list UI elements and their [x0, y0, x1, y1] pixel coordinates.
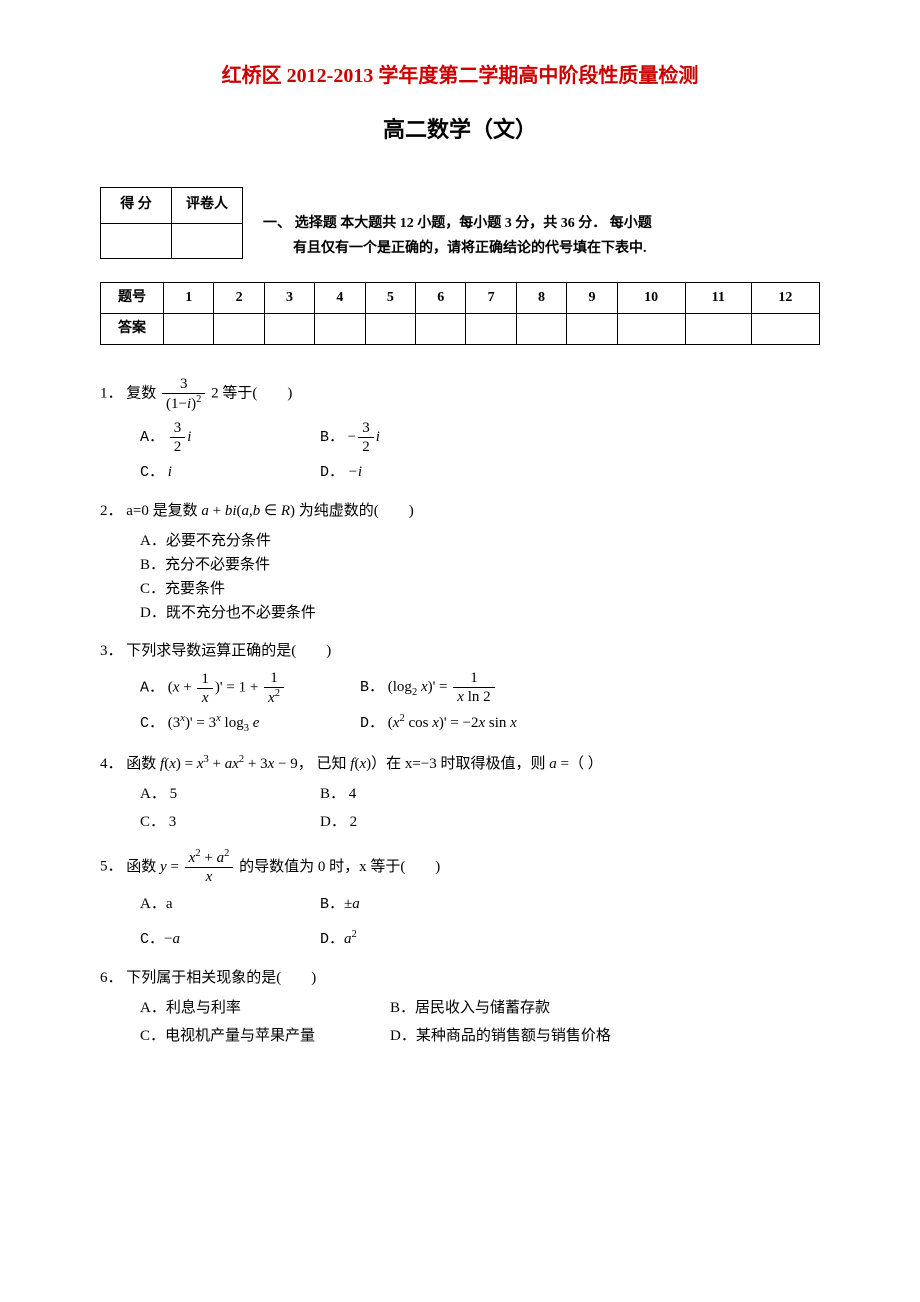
score-blank-2	[172, 223, 243, 258]
answer-col-1: 1	[164, 282, 214, 313]
q1-option-b: B． −32i	[320, 419, 500, 456]
q5-stem: 函数 y = x2 + a2 x 的导数值为 0 时，x 等于( )	[126, 859, 440, 875]
q6-option-a: A．利息与利率	[140, 996, 390, 1020]
question-5: 5． 函数 y = x2 + a2 x 的导数值为 0 时，x 等于( ) A．…	[100, 848, 820, 952]
q1-frac-num: 3	[162, 375, 205, 394]
q6-option-b: B．居民收入与储蓄存款	[390, 996, 570, 1020]
q4-option-c: C． 3	[140, 810, 320, 834]
answer-blank	[365, 313, 415, 344]
section-text-2: 有且仅有一个是正确的，请将正确结论的代号填在下表中.	[293, 241, 647, 256]
answer-blank	[214, 313, 264, 344]
question-6: 6． 下列属于相关现象的是( ) A．利息与利率 B．居民收入与储蓄存款 C．电…	[100, 966, 820, 1048]
answer-blank	[751, 313, 819, 344]
score-header-score: 得 分	[101, 188, 172, 223]
answer-col-10: 10	[617, 282, 685, 313]
q4-option-a: A． 5	[140, 782, 320, 806]
q2-num: 2．	[100, 503, 123, 519]
q2-option-b: B．充分不必要条件	[140, 553, 820, 577]
q3-option-c: C． (3x)' = 3x log3 e	[140, 711, 360, 738]
q1-frac-den: (1−i)2	[162, 394, 205, 413]
answer-blank	[567, 313, 617, 344]
q2-option-c: C．充要条件	[140, 577, 820, 601]
q3-option-d: D． (x2 cos x)' = −2x sin x	[360, 711, 540, 738]
q6-option-c: C．电视机产量与苹果产量	[140, 1024, 390, 1048]
question-4: 4． 函数 f(x) = x3 + ax2 + 3x − 9， 已知 f(x)）…	[100, 752, 820, 834]
q1-fraction: 3 (1−i)2	[162, 375, 205, 413]
answer-row-label-2: 答案	[101, 313, 164, 344]
answer-col-12: 12	[751, 282, 819, 313]
question-2: 2． a=0 是复数 a + bi(a,b ∈ R) 为纯虚数的( ) A．必要…	[100, 499, 820, 625]
q1-stem-prefix: 复数	[126, 386, 156, 402]
q2-stem: a=0 是复数 a + bi(a,b ∈ R) 为纯虚数的( )	[126, 503, 414, 519]
answer-blank	[264, 313, 314, 344]
q5-option-d: D．a2	[320, 927, 500, 952]
answer-col-3: 3	[264, 282, 314, 313]
q4-option-b: B． 4	[320, 782, 500, 806]
score-section-row: 得 分 评卷人 一、 选择题 本大题共 12 小题，每小题 3 分，共 36 分…	[100, 187, 820, 261]
answer-col-2: 2	[214, 282, 264, 313]
q1-option-d: D． −i	[320, 460, 500, 485]
score-table: 得 分 评卷人	[100, 187, 243, 259]
q2-option-d: D．既不充分也不必要条件	[140, 601, 820, 625]
answer-col-5: 5	[365, 282, 415, 313]
q1-num: 1．	[100, 386, 123, 402]
title-sub: 高二数学（文）	[100, 112, 820, 147]
answer-blank	[685, 313, 751, 344]
q5-option-c: C．−a	[140, 927, 320, 952]
q4-stem: 函数 f(x) = x3 + ax2 + 3x − 9， 已知 f(x)）在 x…	[126, 756, 602, 772]
q6-num: 6．	[100, 970, 123, 986]
answer-col-9: 9	[567, 282, 617, 313]
q3-option-b: B． (log2 x)' = 1x ln 2	[360, 669, 540, 707]
answer-blank	[617, 313, 685, 344]
answer-col-4: 4	[315, 282, 365, 313]
q3-num: 3．	[100, 643, 123, 659]
q3-option-a: A． (x + 1x)' = 1 + 1x2	[140, 669, 360, 707]
answer-blank	[416, 313, 466, 344]
q6-option-d: D．某种商品的销售额与销售价格	[390, 1024, 611, 1048]
q5-num: 5．	[100, 859, 123, 875]
q4-option-d: D． 2	[320, 810, 500, 834]
title-red: 红桥区 2012-2013 学年度第二学期高中阶段性质量检测	[100, 60, 820, 92]
q2-option-a: A．必要不充分条件	[140, 529, 820, 553]
section-label: 一、	[263, 216, 291, 231]
answer-col-8: 8	[516, 282, 566, 313]
score-header-grader: 评卷人	[172, 188, 243, 223]
answer-row-label-1: 题号	[101, 282, 164, 313]
answer-blank	[164, 313, 214, 344]
answer-blank	[516, 313, 566, 344]
answer-blank	[466, 313, 516, 344]
q4-num: 4．	[100, 756, 123, 772]
score-blank-1	[101, 223, 172, 258]
q5-option-a: A．a	[140, 892, 320, 917]
answer-col-7: 7	[466, 282, 516, 313]
question-1: 1． 复数 3 (1−i)2 2 等于( ) A． 32i B． −32i C．…	[100, 375, 820, 485]
q1-stem-suffix: 2 等于( )	[211, 386, 292, 402]
answer-col-11: 11	[685, 282, 751, 313]
q1-option-a: A． 32i	[140, 419, 320, 456]
q3-stem: 下列求导数运算正确的是( )	[126, 643, 331, 659]
q1-option-c: C． i	[140, 460, 320, 485]
answer-table: 题号 1 2 3 4 5 6 7 8 9 10 11 12 答案	[100, 282, 820, 346]
question-3: 3． 下列求导数运算正确的是( ) A． (x + 1x)' = 1 + 1x2…	[100, 639, 820, 738]
section-text-1: 选择题 本大题共 12 小题，每小题 3 分，共 36 分． 每小题	[295, 216, 652, 231]
answer-col-6: 6	[416, 282, 466, 313]
answer-blank	[315, 313, 365, 344]
q5-option-b: B．±a	[320, 892, 500, 917]
q6-stem: 下列属于相关现象的是( )	[126, 970, 316, 986]
